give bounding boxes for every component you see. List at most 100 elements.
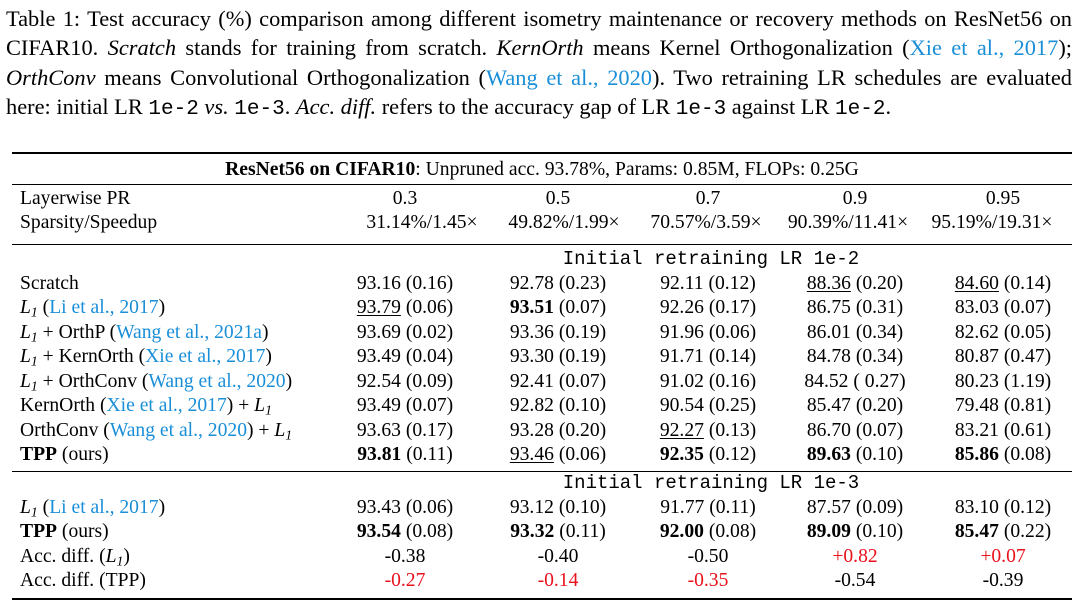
table-cell: 80.87 (0.47) (955, 345, 1051, 369)
table-cell: 89.09 (0.10) (807, 520, 903, 544)
table-cell: 91.71 (0.14) (660, 345, 756, 369)
table-cell: 93.51 (0.07) (510, 296, 606, 320)
citation-link[interactable]: Wang et al., 2020 (485, 64, 652, 90)
l1-symbol: L1 (20, 346, 38, 369)
accuracy-value: 91.02 (659, 371, 704, 392)
header-rule (12, 244, 1072, 245)
std-value: ( 0.27) (848, 371, 906, 392)
std-value: (0.06) (703, 322, 757, 343)
table-title-rest: : Unpruned acc. 93.78%, Params: 0.85M, F… (415, 159, 859, 180)
accuracy-value: 87.57 (806, 497, 851, 518)
table-row: L1 (Li et al., 2017) 93.79 (0.06) 93.51 (0… (12, 296, 1072, 320)
std-value: (0.16) (703, 371, 757, 392)
table-cell: 93.43 (0.06) (357, 496, 453, 520)
sparsity-speedup-row: Sparsity/Speedup 31.14%/1.45× 49.82%/1.99×… (12, 211, 1072, 235)
citation-link[interactable]: Wang et al., 2021a (116, 322, 262, 343)
acc-diff-value: -0.27 (384, 570, 426, 591)
table-cell: 85.47 (0.20) (807, 394, 903, 418)
table-cell: 85.86 (0.08) (955, 443, 1051, 467)
std-value: (0.07) (553, 297, 607, 318)
table-cell: 83.21 (0.61) (955, 419, 1051, 443)
citation-link[interactable]: Wang et al., 2020 (109, 420, 247, 441)
citation-link[interactable]: Wang et al., 2020 (148, 371, 286, 392)
table-cell: 86.75 (0.31) (807, 296, 903, 320)
table-row: L1 (Li et al., 2017) 93.43 (0.06) 93.12 (0… (12, 496, 1072, 520)
std-value: (0.10) (850, 521, 904, 542)
table-caption: Table 1: Test accuracy (%) comparison am… (6, 4, 1072, 125)
table-row: L1 + KernOrth (Xie et al., 2017) 93.49 (0… (12, 345, 1072, 369)
table-row: TPP (ours) 93.81 (0.11) 93.46 (0.06) 92.35 … (12, 443, 1072, 467)
std-value: (0.31) (850, 297, 904, 318)
caption-lr-4: 1e-2 (835, 98, 886, 122)
l1-symbol: L1 (20, 322, 38, 345)
std-value: (0.10) (553, 395, 607, 416)
caption-accdiff: Acc. diff. (295, 94, 377, 120)
top-rule (12, 152, 1072, 154)
acc-diff-value: -0.40 (537, 546, 579, 567)
accuracy-value: 93.49 (356, 346, 401, 367)
std-value: (0.07) (553, 371, 607, 392)
table-row: Scratch 93.16 (0.16) 92.78 (0.23) 92.11 (0.… (12, 272, 1072, 296)
speedup-value: 49.82%/1.99× (508, 212, 620, 233)
accuracy-value: 90.54 (659, 395, 704, 416)
caption-lr-2: 1e-3 (234, 98, 285, 122)
speedup-value: 31.14%/1.45× (366, 212, 478, 233)
std-value: (0.22) (998, 521, 1052, 542)
acc-diff-value: -0.35 (687, 570, 729, 591)
table-cell: 82.62 (0.05) (955, 321, 1051, 345)
accuracy-value: 93.54 (356, 521, 401, 542)
accuracy-value: 92.54 (356, 371, 401, 392)
std-value: (0.08) (998, 444, 1052, 465)
accuracy-value: 93.28 (509, 420, 554, 441)
acc-diff-value: -0.38 (384, 546, 426, 567)
speedup-value: 95.19%/19.31× (931, 212, 1053, 233)
table-cell: 80.23 (1.19) (955, 370, 1051, 394)
table-cell: 92.00 (0.08) (660, 520, 756, 544)
pr-value: 0.3 (392, 188, 418, 209)
pr-value: 0.9 (842, 188, 868, 209)
accuracy-value: 92.78 (509, 273, 554, 294)
table-title-bold: ResNet56 on CIFAR10 (225, 159, 416, 180)
accuracy-value: 93.79 (356, 297, 401, 318)
accuracy-value: 85.86 (954, 444, 999, 465)
table-row: TPP (ours) 93.54 (0.08) 93.32 (0.11) 92.00 … (12, 520, 1072, 544)
accuracy-value: 85.47 (954, 521, 999, 542)
citation-link[interactable]: Xie et al., 2017 (106, 395, 227, 416)
acc-diff-value: +0.07 (980, 546, 1026, 567)
acc-diff-value: +0.82 (832, 546, 878, 567)
section-header-lr-1e-2: Initial retraining LR 1e-2 (562, 248, 860, 270)
accuracy-value: 93.63 (356, 420, 401, 441)
table-cell: 89.63 (0.10) (807, 443, 903, 467)
acc-diff-tpp-row: Acc. diff. (TPP) -0.27 -0.14 -0.35 -0.54 -0.3… (12, 569, 1072, 593)
caption-text-8: refers to the accuracy gap of LR (376, 94, 676, 120)
std-value: (0.81) (998, 395, 1052, 416)
accuracy-value: 92.41 (509, 371, 554, 392)
table-cell: 92.26 (0.17) (660, 296, 756, 320)
std-value: (0.06) (553, 444, 607, 465)
pr-value: 0.7 (695, 188, 721, 209)
table-cell: 93.69 (0.02) (357, 321, 453, 345)
citation-link[interactable]: Li et al., 2017 (49, 297, 159, 318)
accuracy-value: 92.82 (509, 395, 554, 416)
std-value: (0.16) (400, 273, 454, 294)
std-value: (1.19) (998, 371, 1052, 392)
citation-link[interactable]: Xie et al., 2017 (909, 35, 1059, 61)
table-cell: 83.10 (0.12) (955, 496, 1051, 520)
table-cell: 92.11 (0.12) (660, 272, 756, 296)
table-cell: 91.96 (0.06) (660, 321, 756, 345)
std-value: (0.09) (400, 371, 454, 392)
l1-symbol: L1 (254, 395, 272, 418)
citation-link[interactable]: Li et al., 2017 (49, 497, 159, 518)
speedup-value: 70.57%/3.59× (650, 212, 762, 233)
table-label: Table 1: (6, 6, 81, 31)
bottom-rule (12, 598, 1072, 600)
std-value: (0.14) (998, 273, 1052, 294)
citation-link[interactable]: Xie et al., 2017 (145, 346, 266, 367)
caption-kernorth: KernOrth (496, 35, 584, 61)
accuracy-value: 91.71 (659, 346, 704, 367)
accuracy-value: 93.51 (509, 297, 554, 318)
row-label: L1 + OrthConv (Wang et al., 2020) (20, 371, 293, 394)
std-value: (0.20) (850, 273, 904, 294)
row-label: L1 + OrthP (Wang et al., 2021a) (20, 322, 269, 345)
accuracy-value: 93.32 (510, 521, 555, 542)
